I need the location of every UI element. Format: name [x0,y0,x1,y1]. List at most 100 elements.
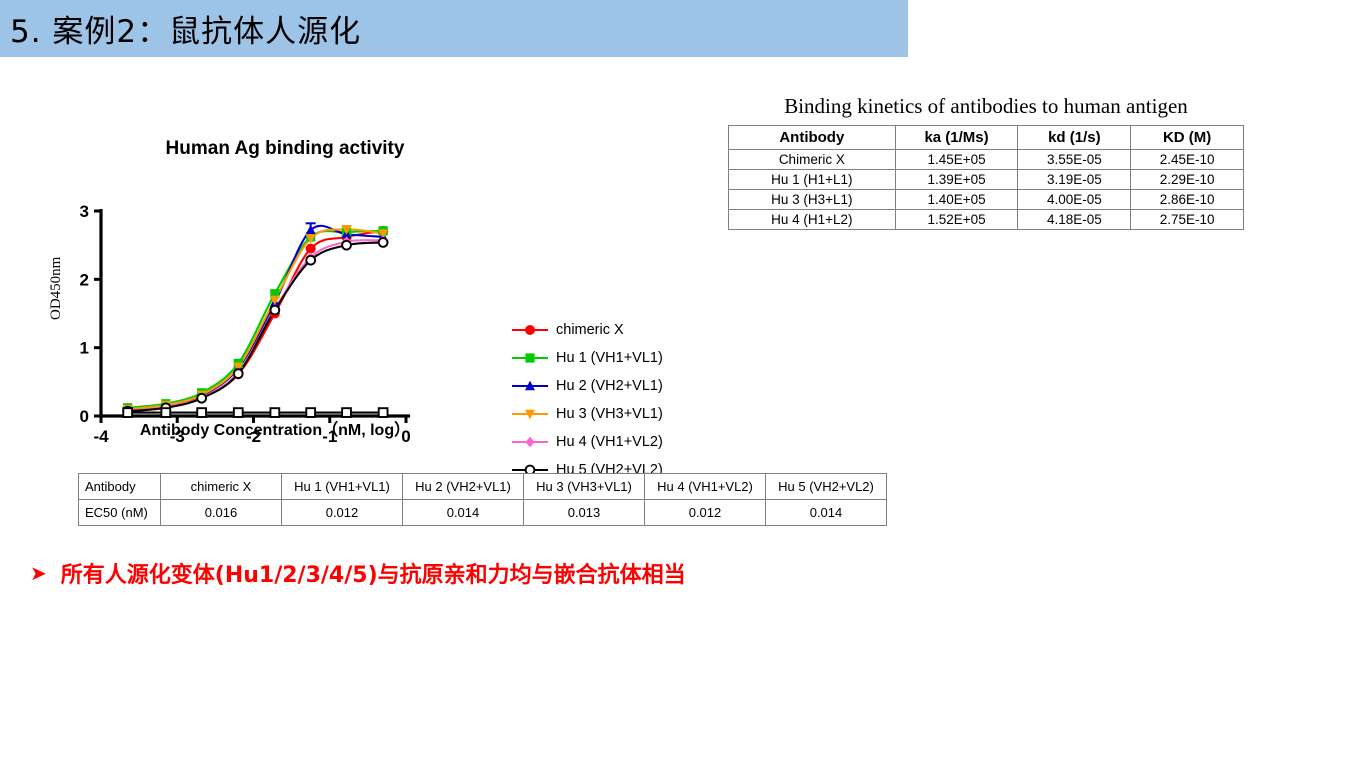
ec50-row-header: Antibody [78,473,161,500]
x-tick-label: -3 [170,427,185,446]
data-point-marker [377,407,389,418]
arrow-bullet-icon: ➤ [30,561,47,585]
data-point-marker [269,295,280,306]
legend-item-0: chimeric X [508,316,663,344]
legend-item-1: Hu 1 (VH1+VL1) [508,344,663,372]
x-tick-label: -1 [322,427,337,446]
slide-title-banner [0,0,908,57]
kinetics-header-3: KD (M) [1130,125,1244,150]
data-point-marker [341,407,352,418]
table-cell: 4.18E-05 [1017,209,1132,230]
data-point-marker [305,224,316,235]
kinetics-table: Antibody ka (1/Ms) kd (1/s) KD (M) Chimeric… [728,125,1244,230]
data-point-marker [525,353,535,363]
plot-area: 0 1 2 3 -4 -3 -2 -1 0 OD450nm [48,170,420,446]
data-point-marker [305,407,317,418]
ec50-value: 0.012 [281,499,403,526]
data-point-marker [196,392,208,404]
data-point-marker [525,380,535,391]
y-tick-label: 0 [80,407,89,426]
table-cell: Chimeric X [728,149,896,170]
series-line [127,229,384,409]
data-point-marker [525,436,535,448]
legend-item-2: Hu 2 (VH2+VL1) [508,372,663,400]
data-point-marker [377,237,389,248]
table-cell: 1.40E+05 [894,189,1019,210]
legend-marker-icon [508,432,552,452]
ec50-value: 0.013 [523,499,645,526]
table-cell: 1.52E+05 [894,209,1019,230]
plot-svg: 0 1 2 3 -4 -3 -2 -1 0 [80,202,411,446]
ec50-column-header: chimeric X [160,473,282,500]
data-point-marker [269,407,281,418]
data-point-marker [378,229,389,239]
legend-item-3: Hu 3 (VH3+VL1) [508,400,663,428]
data-point-marker [232,368,244,379]
legend-label: Hu 4 (VH1+VL2) [556,434,663,450]
ec50-column-header: Hu 4 (VH1+VL2) [644,473,766,500]
data-point-marker [305,254,317,266]
legend-marker-icon [508,404,552,424]
conclusion-text: 所有人源化变体(Hu1/2/3/4/5)与抗原亲和力均与嵌合抗体相当 [60,563,686,588]
table-cell: 2.86E-10 [1130,189,1244,210]
ec50-table: Antibody chimeric X Hu 1 (VH1+VL1) Hu 2 (VH… [78,473,887,526]
data-point-marker [122,407,134,418]
kinetics-table-block: Binding kinetics of antibodies to human … [728,94,1244,230]
legend-label: Hu 3 (VH3+VL1) [556,406,663,422]
table-header-row: Antibody ka (1/Ms) kd (1/s) KD (M) [728,125,1244,150]
legend-label: chimeric X [556,322,624,338]
table-cell: Hu 4 (H1+L2) [728,209,896,230]
table-cell: Hu 3 (H3+L1) [728,189,896,210]
table-cell: 1.45E+05 [894,149,1019,170]
data-point-marker [232,407,244,418]
data-point-marker [270,289,280,299]
y-axis-label: OD450nm [48,256,64,320]
ec50-value: 0.016 [160,499,282,526]
y-tick-label: 2 [80,270,89,289]
y-tick-label: 1 [80,339,89,358]
series-line [127,228,384,411]
legend-item-4: Hu 4 (VH1+VL2) [508,428,663,456]
table-cell: 3.19E-05 [1017,169,1132,190]
ec50-column-header: Hu 1 (VH1+VL1) [281,473,403,500]
data-point-marker [341,239,352,251]
ec50-row-header: EC50 (nM) [78,499,161,526]
ec50-column-header: Hu 5 (VH2+VL2) [765,473,887,500]
legend-label: Hu 1 (VH1+VL1) [556,350,663,366]
table-cell: 1.39E+05 [894,169,1019,190]
table-row: Hu 1 (H1+L1) 1.39E+05 3.19E-05 2.29E-10 [728,169,1244,190]
conclusion-line: ➤ 所有人源化变体(Hu1/2/3/4/5)与抗原亲和力均与嵌合抗体相当 [30,557,686,589]
kinetics-header-2: kd (1/s) [1017,125,1132,150]
series-line [127,241,384,413]
ec50-column-header: Hu 3 (VH3+VL1) [523,473,645,500]
series-line [127,229,384,411]
binding-activity-chart: Human Ag binding activity 0 1 2 3 -4 -3 -2 -1 0 … [48,130,663,506]
data-point-marker [196,407,208,418]
table-cell: Hu 1 (H1+L1) [728,169,896,190]
ec50-value: 0.014 [765,499,887,526]
table-row: Chimeric X 1.45E+05 3.55E-05 2.45E-10 [728,149,1244,170]
ec50-value: 0.012 [644,499,766,526]
ec50-table-block: Antibody chimeric X Hu 1 (VH1+VL1) Hu 2 (VH… [78,473,887,526]
data-point-marker [525,409,535,420]
ec50-value: 0.014 [402,499,524,526]
series-line [127,224,384,411]
data-point-marker [525,325,535,335]
table-cell: 4.00E-05 [1017,189,1132,210]
legend-marker-icon [508,376,552,396]
chart-title: Human Ag binding activity [165,138,405,159]
page-title: 5. 案例2：鼠抗体人源化 [10,14,362,50]
y-tick-label: 3 [80,202,89,221]
data-point-marker [269,304,281,316]
table-cell: 2.29E-10 [1130,169,1244,190]
table-row: Antibody chimeric X Hu 1 (VH1+VL1) Hu 2 (VH… [78,473,887,500]
table-cell: 2.45E-10 [1130,149,1244,170]
x-tick-label: -2 [246,427,261,446]
data-point-marker [305,243,316,254]
ec50-column-header: Hu 2 (VH2+VL1) [402,473,524,500]
table-row: EC50 (nM) 0.016 0.012 0.014 0.013 0.012 0.014 [78,499,887,526]
data-point-marker [341,225,352,235]
table-cell: 2.75E-10 [1130,209,1244,230]
kinetics-table-caption: Binding kinetics of antibodies to human … [784,94,1188,118]
data-point-marker [305,234,316,244]
